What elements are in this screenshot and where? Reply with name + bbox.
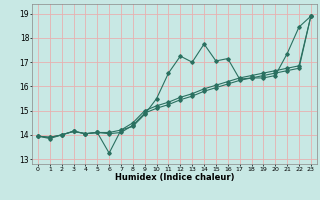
X-axis label: Humidex (Indice chaleur): Humidex (Indice chaleur) [115, 173, 234, 182]
